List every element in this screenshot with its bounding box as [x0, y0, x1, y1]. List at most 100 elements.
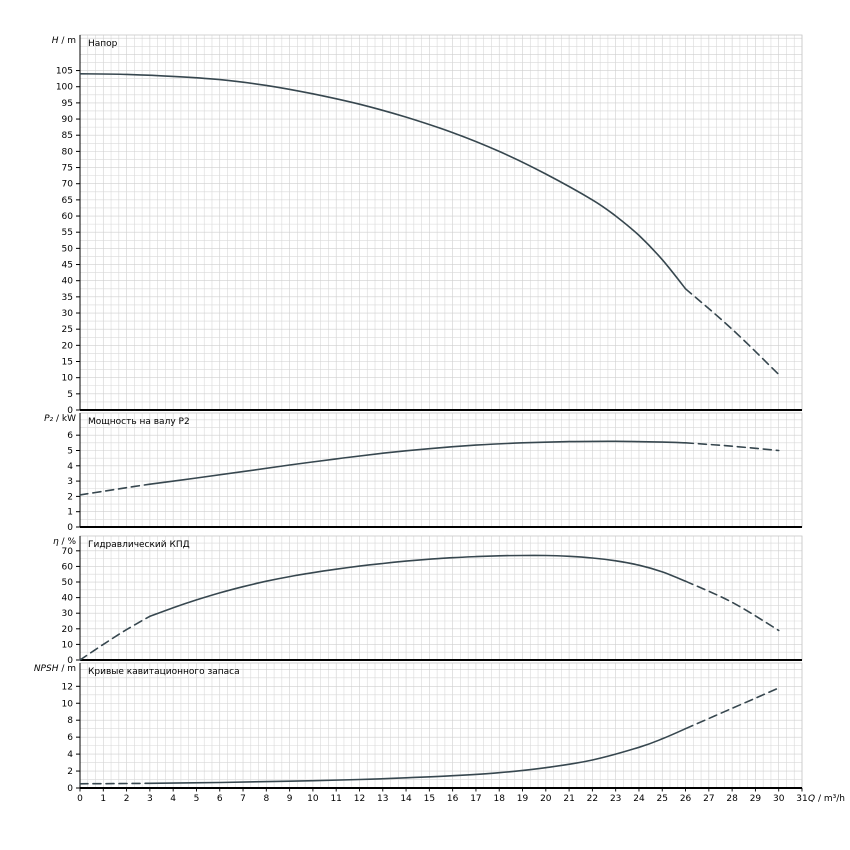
y-tick-label: 65 — [62, 196, 73, 206]
efficiency-curve — [149, 554, 687, 618]
y-tick-label: 0 — [67, 656, 73, 666]
panel-shaft-power-y-axis: 0 1 2 3 4 5 6 P₂ / kW — [44, 413, 81, 533]
y-tick-label: 8 — [67, 716, 73, 726]
panel-shaft-power: 0 1 2 3 4 5 6 P₂ / kW — [44, 412, 803, 533]
y-axis-title-head: H / m — [52, 36, 76, 46]
x-tick-label: 1 — [100, 794, 106, 804]
x-tick-label: 25 — [657, 794, 668, 804]
panel-efficiency-y-axis: 0 10 20 30 40 50 60 70η / % — [53, 536, 81, 666]
x-tick-label: 0 — [77, 794, 83, 804]
y-tick-label: 4 — [67, 750, 73, 760]
y-tick-label: 30 — [62, 309, 74, 319]
x-tick-label: 2 — [124, 794, 130, 804]
x-tick-label: 4 — [170, 794, 176, 804]
power-extrapolated-left — [79, 483, 151, 496]
x-tick-label: 27 — [703, 794, 714, 804]
y-tick-label: 10 — [62, 374, 74, 384]
y-tick-label: 2 — [67, 492, 73, 502]
y-tick-label: 15 — [62, 358, 73, 368]
y-axis-title-shaft-power: P₂ / kW — [44, 414, 76, 424]
y-tick-label: 80 — [62, 147, 74, 157]
y-tick-label: 6 — [67, 733, 73, 743]
x-tick-label: 22 — [587, 794, 598, 804]
x-tick-label: 9 — [287, 794, 293, 804]
x-tick-label: 23 — [610, 794, 621, 804]
x-axis-title: Q / m³/h — [808, 794, 845, 804]
y-tick-label: 85 — [62, 131, 73, 141]
x-tick-label: 31 — [796, 794, 807, 804]
y-tick-label: 0 — [67, 784, 73, 794]
npsh-curve — [149, 727, 687, 785]
y-tick-label: 50 — [62, 244, 74, 254]
y-tick-label: 20 — [62, 341, 74, 351]
y-tick-label: 45 — [62, 261, 73, 271]
panel-title-npsh: Кривые кавитационного запаса — [88, 667, 240, 677]
y-tick-label: 5 — [67, 446, 73, 456]
y-tick-label: 60 — [62, 212, 74, 222]
x-tick-label: 17 — [470, 794, 481, 804]
x-axis: 0 1 2 3 4 5 6 7 8 9 10 11 12 13 14 15 16 17 18 19 20 21 22 23 24… — [77, 788, 845, 804]
y-tick-label: 40 — [62, 277, 74, 287]
npsh-extrapolated-right — [684, 687, 780, 730]
y-tick-label: 95 — [62, 99, 73, 109]
panel-head: 0 5 10 15 20 25 30 35 40 45 50 55 60 65 70 75 80 85 90 95 10… — [52, 34, 803, 416]
panel-efficiency: 0 10 20 30 40 50 60 70η / % — [53, 535, 803, 666]
y-tick-label: 10 — [62, 699, 74, 709]
y-tick-label: 35 — [62, 293, 73, 303]
x-tick-label: 8 — [263, 794, 269, 804]
x-tick-label: 14 — [400, 794, 412, 804]
y-tick-label: 4 — [67, 462, 73, 472]
y-tick-label: 70 — [62, 547, 74, 557]
y-tick-label: 55 — [62, 228, 73, 238]
y-tick-label: 60 — [62, 562, 74, 572]
y-tick-label: 75 — [62, 164, 73, 174]
panel-npsh-y-axis: 0 2 4 6 8 10 12 NPSH / m — [34, 663, 81, 794]
efficiency-extrapolated-right — [684, 580, 780, 632]
npsh-extrapolated-left — [79, 782, 151, 785]
x-tick-label: 21 — [563, 794, 574, 804]
y-tick-label: 0 — [67, 406, 73, 416]
efficiency-extrapolated-left — [79, 615, 151, 661]
x-tick-label: 29 — [750, 794, 762, 804]
x-tick-label: 16 — [447, 794, 459, 804]
y-tick-label: 5 — [67, 390, 73, 400]
y-tick-label: 30 — [62, 609, 74, 619]
x-tick-label: 19 — [517, 794, 529, 804]
panel-title-power: Мощность на валу P2 — [88, 417, 190, 427]
y-tick-label: 2 — [67, 767, 73, 777]
y-tick-label: 20 — [62, 625, 74, 635]
y-tick-label: 50 — [62, 578, 74, 588]
y-tick-label: 100 — [56, 83, 73, 93]
x-tick-label: 20 — [540, 794, 552, 804]
y-axis-title-efficiency: η / % — [53, 537, 76, 547]
y-tick-label: 40 — [62, 594, 74, 604]
panel-title-efficiency: Гидравлический КПД — [88, 540, 190, 550]
y-tick-label: 12 — [62, 682, 73, 692]
panel-head-grid — [79, 35, 803, 410]
x-tick-label: 3 — [147, 794, 153, 804]
panel-shaft-power-grid — [79, 413, 803, 527]
y-tick-label: 1 — [67, 508, 73, 518]
y-tick-label: 6 — [67, 431, 73, 441]
y-tick-label: 90 — [62, 115, 74, 125]
power-curve — [149, 440, 687, 485]
y-tick-label: 0 — [67, 523, 73, 533]
y-tick-label: 10 — [62, 640, 74, 650]
x-tick-label: 11 — [330, 794, 341, 804]
x-tick-label: 7 — [240, 794, 246, 804]
x-tick-label: 26 — [680, 794, 692, 804]
y-tick-label: 105 — [56, 67, 73, 77]
x-tick-label: 24 — [633, 794, 645, 804]
panel-npsh-grid — [79, 663, 803, 788]
x-tick-label: 15 — [424, 794, 435, 804]
x-tick-label: 18 — [493, 794, 505, 804]
head-curve-extrapolated — [684, 288, 780, 376]
panel-title-head: Напор — [88, 39, 118, 49]
y-axis-title-npsh: NPSH / m — [34, 664, 76, 674]
y-tick-label: 70 — [62, 180, 74, 190]
power-extrapolated-right — [684, 442, 780, 452]
